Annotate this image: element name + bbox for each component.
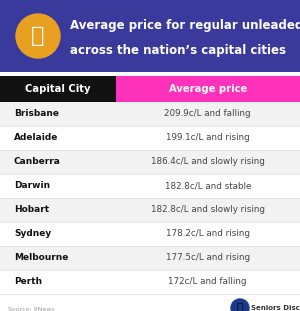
Bar — [0, 0, 300, 72]
Text: Average price: Average price — [169, 84, 247, 94]
Text: 178.2c/L and rising: 178.2c/L and rising — [166, 230, 250, 239]
Text: Melbourne: Melbourne — [14, 253, 68, 262]
Text: Sydney: Sydney — [14, 230, 51, 239]
Bar — [0, 150, 300, 174]
Text: Brisbane: Brisbane — [14, 109, 59, 118]
Bar — [0, 76, 116, 102]
Text: Source: 9News: Source: 9News — [8, 307, 55, 311]
Text: 🌏: 🌏 — [237, 303, 243, 311]
Bar — [116, 76, 300, 102]
Text: Seniors Discount Club: Seniors Discount Club — [251, 305, 300, 311]
Text: Average price for regular unleaded: Average price for regular unleaded — [70, 19, 300, 32]
Bar — [0, 72, 300, 76]
Bar — [0, 174, 300, 198]
Text: Hobart: Hobart — [14, 206, 49, 215]
Bar — [0, 198, 300, 222]
Text: Perth: Perth — [14, 277, 42, 286]
Bar — [0, 246, 300, 270]
Bar — [0, 270, 300, 294]
Text: 199.1c/L and rising: 199.1c/L and rising — [166, 133, 250, 142]
Bar — [0, 294, 300, 311]
Circle shape — [231, 299, 249, 311]
Text: 177.5c/L and rising: 177.5c/L and rising — [166, 253, 250, 262]
Bar — [0, 126, 300, 150]
Text: ⛽: ⛽ — [31, 26, 45, 46]
Text: Canberra: Canberra — [14, 157, 61, 166]
Text: Capital City: Capital City — [25, 84, 91, 94]
Text: 186.4c/L and slowly rising: 186.4c/L and slowly rising — [151, 157, 265, 166]
Bar — [0, 222, 300, 246]
Text: Adelaide: Adelaide — [14, 133, 59, 142]
Text: across the nation’s capital cities: across the nation’s capital cities — [70, 44, 286, 57]
Text: Darwin: Darwin — [14, 182, 50, 191]
Bar — [0, 102, 300, 126]
Text: 209.9c/L and falling: 209.9c/L and falling — [164, 109, 251, 118]
Text: 172c/L and falling: 172c/L and falling — [169, 277, 247, 286]
Text: 182.8c/L and stable: 182.8c/L and stable — [165, 182, 251, 191]
Circle shape — [16, 14, 60, 58]
Text: 182.8c/L and slowly rising: 182.8c/L and slowly rising — [151, 206, 265, 215]
